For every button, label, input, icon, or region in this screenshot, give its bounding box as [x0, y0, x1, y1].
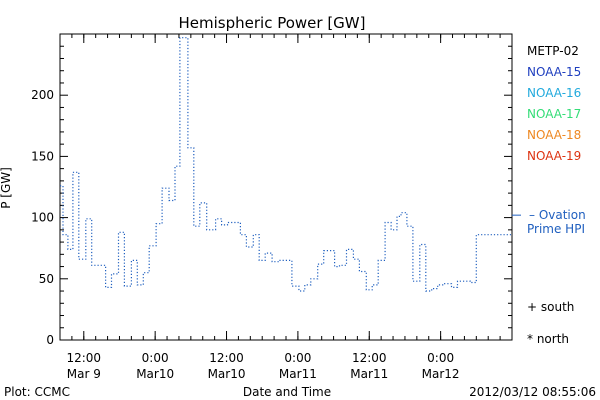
series-group [60, 37, 511, 292]
x-axis: 12:00 Mar 9 0:00 Mar10 12:00 Mar10 0:00 Mar11 12… [59, 34, 501, 381]
ovation-sublabel: Prime HPI [527, 222, 585, 236]
legend-entry: NOAA-15 [527, 65, 581, 79]
south-marker-label: + south [527, 300, 574, 314]
legend-entry: NOAA-18 [527, 128, 581, 142]
x-tick-label-date: Mar11 [279, 367, 317, 381]
x-tick-label-date: Mar10 [136, 367, 174, 381]
legend-entry: NOAA-19 [527, 149, 581, 163]
series-line [60, 37, 511, 292]
ovation-label: – Ovation [529, 208, 586, 222]
y-axis: 0 50 100 150 200 [31, 45, 512, 347]
north-marker-label: * north [527, 332, 569, 346]
y-tick-label: 50 [39, 272, 54, 286]
footer-timestamp: 2012/03/12 08:55:06 [469, 385, 596, 399]
footer-plot-source: Plot: CCMC [4, 385, 70, 399]
x-axis-label: Date and Time [243, 385, 331, 399]
x-tick-label-time: 0:00 [284, 351, 311, 365]
x-tick-label-date: Mar10 [208, 367, 246, 381]
legend-entry: NOAA-16 [527, 86, 581, 100]
legend-entry: METP-02 [527, 44, 579, 58]
x-tick-label-time: 12:00 [352, 351, 387, 365]
y-axis-label: P [GW] [0, 167, 13, 209]
x-tick-label-date: Mar11 [350, 367, 388, 381]
y-tick-label: 100 [31, 211, 54, 225]
x-tick-label-date: Mar 9 [67, 367, 101, 381]
y-tick-label: 0 [46, 333, 54, 347]
y-tick-label: 150 [31, 149, 54, 163]
x-tick-label-time: 0:00 [142, 351, 169, 365]
legend-entry: NOAA-17 [527, 107, 581, 121]
y-tick-label: 200 [31, 88, 54, 102]
x-tick-label-time: 0:00 [427, 351, 454, 365]
x-tick-label-time: 12:00 [209, 351, 244, 365]
plot-frame [59, 33, 513, 341]
x-tick-label-time: 12:00 [66, 351, 101, 365]
x-tick-label-date: Mar12 [422, 367, 460, 381]
legend: METP-02 NOAA-15 NOAA-16 NOAA-17 NOAA-18 NOAA-… [527, 44, 581, 163]
chart-title: Hemispheric Power [GW] [179, 14, 366, 32]
